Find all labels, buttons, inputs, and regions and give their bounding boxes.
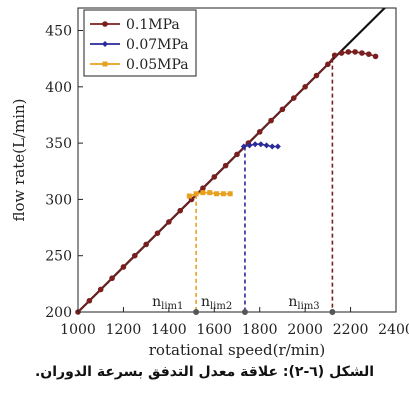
data-point bbox=[365, 51, 372, 57]
series-0 bbox=[75, 49, 379, 315]
data-point bbox=[256, 129, 263, 135]
data-point bbox=[263, 142, 270, 149]
x-tick-label: 2000 bbox=[287, 322, 323, 338]
x-tick-label: 1200 bbox=[106, 322, 142, 338]
data-point bbox=[86, 297, 93, 304]
limit-annotation-main: n bbox=[288, 294, 297, 310]
limit-annotation-sub: lim3 bbox=[297, 301, 319, 312]
data-point bbox=[338, 50, 345, 56]
y-tick-label: 200 bbox=[45, 305, 72, 321]
data-point bbox=[207, 190, 213, 196]
data-point bbox=[234, 151, 240, 158]
flow-rate-chart: 1000 1200 1400 1600 1800 2000 2200 2400 200 250 30… bbox=[10, 7, 409, 359]
series-line bbox=[77, 51, 376, 313]
data-point bbox=[131, 252, 138, 259]
data-point bbox=[268, 117, 274, 124]
data-point bbox=[325, 61, 331, 68]
x-tick-label: 1600 bbox=[196, 322, 232, 338]
limit-annotation-main: n bbox=[201, 294, 210, 310]
y-tick-label: 250 bbox=[45, 249, 72, 265]
data-point bbox=[290, 95, 297, 101]
limit-annotation-sub: lim2 bbox=[210, 301, 232, 312]
data-point bbox=[214, 191, 220, 197]
data-point bbox=[97, 286, 104, 293]
data-point bbox=[200, 190, 206, 196]
data-point bbox=[331, 52, 338, 59]
data-point bbox=[313, 72, 320, 79]
x-tick-label: 2200 bbox=[333, 322, 369, 338]
data-point bbox=[345, 49, 352, 55]
data-point bbox=[120, 264, 127, 270]
x-tick-label: 2400 bbox=[378, 322, 409, 338]
limit-annotation-main: n bbox=[152, 294, 161, 310]
data-point bbox=[154, 230, 161, 236]
data-point bbox=[222, 162, 229, 169]
data-point bbox=[193, 191, 199, 197]
data-point bbox=[220, 191, 226, 197]
data-point bbox=[109, 275, 115, 282]
data-point bbox=[227, 191, 233, 197]
y-axis-label: flow rate(L/min) bbox=[10, 98, 28, 221]
limit-guide-foot bbox=[193, 309, 200, 315]
data-point bbox=[186, 193, 192, 199]
data-point bbox=[200, 185, 206, 191]
y-tick-label: 350 bbox=[45, 136, 72, 152]
data-point bbox=[274, 143, 281, 150]
data-point bbox=[372, 53, 379, 60]
legend-label: 0.07MPa bbox=[126, 37, 189, 53]
plot-frame bbox=[77, 7, 397, 313]
y-tick-label: 400 bbox=[45, 80, 72, 96]
legend-label: 0.05MPa bbox=[126, 57, 189, 73]
data-point bbox=[102, 21, 108, 27]
y-tick-label: 450 bbox=[45, 24, 72, 40]
x-tick-label: 1800 bbox=[242, 322, 278, 338]
x-tick-label: 1000 bbox=[60, 322, 96, 338]
limit-annotation-sub: lim1 bbox=[161, 301, 183, 312]
data-point bbox=[352, 49, 358, 55]
series-2 bbox=[186, 190, 233, 199]
limit-guide-foot bbox=[329, 309, 336, 315]
data-point bbox=[143, 241, 149, 248]
data-point bbox=[269, 143, 276, 150]
data-point bbox=[359, 50, 365, 56]
data-point bbox=[177, 207, 184, 214]
y-tick-label: 300 bbox=[45, 192, 72, 208]
data-point bbox=[166, 219, 172, 225]
x-tick-label: 1400 bbox=[151, 322, 187, 338]
data-point bbox=[257, 141, 264, 148]
data-point bbox=[302, 84, 308, 90]
data-point bbox=[246, 142, 253, 149]
limit-annotation: nlim1 bbox=[152, 294, 183, 312]
data-point bbox=[279, 106, 286, 113]
limit-annotation: nlim2 bbox=[201, 294, 232, 312]
x-axis-label: rotational speed(r/min) bbox=[149, 341, 325, 359]
data-point bbox=[211, 174, 218, 180]
data-point bbox=[102, 41, 108, 47]
limit-annotation: nlim3 bbox=[288, 294, 319, 312]
data-point bbox=[102, 61, 108, 67]
limit-guide-foot bbox=[241, 309, 248, 315]
figure-caption: الشكل (٦-٢): علاقة معدل التدفق بسرعة الد… bbox=[34, 364, 375, 380]
data-point bbox=[240, 143, 247, 150]
data-point bbox=[252, 141, 259, 148]
series-1 bbox=[240, 141, 281, 150]
legend-label: 0.1MPa bbox=[126, 17, 180, 33]
